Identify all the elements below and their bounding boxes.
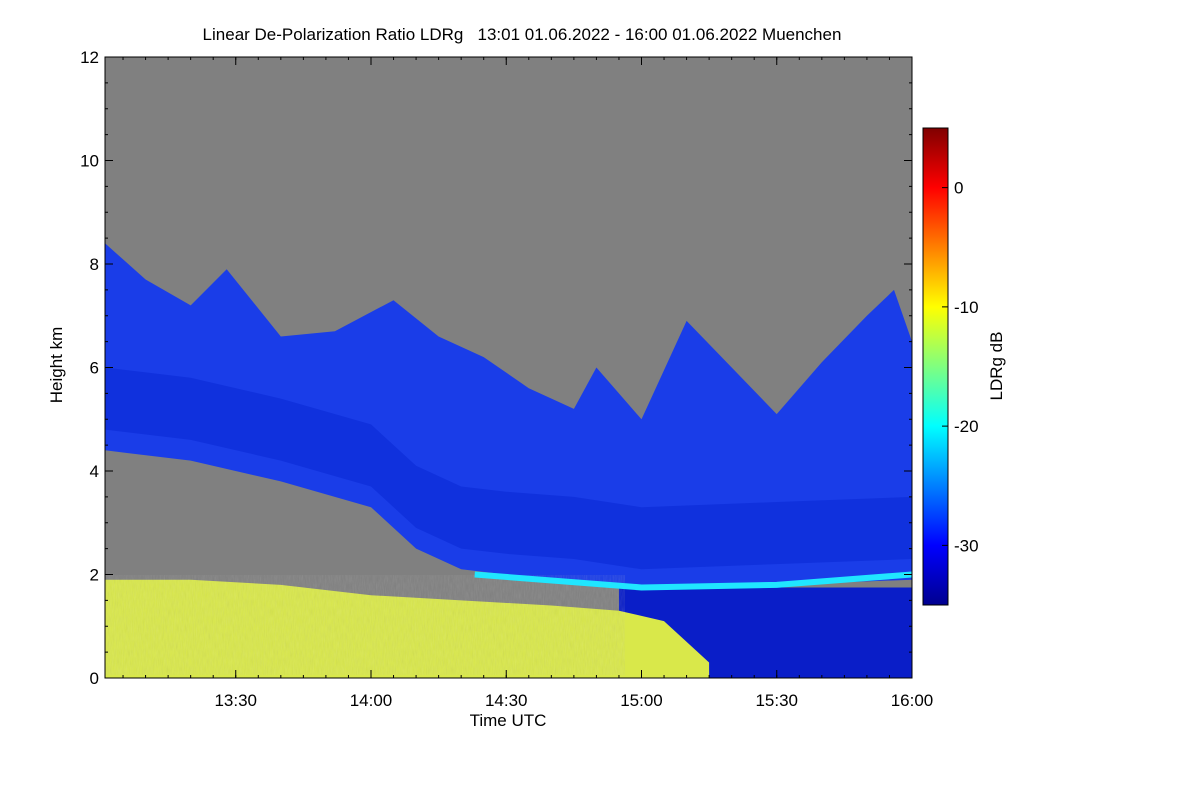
y-axis: 0 2 4 6 8 10 12 bbox=[80, 48, 912, 688]
colorbar-tick-label: -10 bbox=[954, 298, 979, 317]
x-tick-label: 13:30 bbox=[214, 691, 257, 710]
chart-title: Linear De-Polarization Ratio LDRg 13:01 … bbox=[203, 25, 842, 44]
y-tick-label: 8 bbox=[90, 255, 99, 274]
x-axis: 13:30 14:00 14:30 15:00 15:30 16:00 bbox=[122, 57, 934, 710]
x-axis-label: Time UTC bbox=[470, 711, 547, 730]
x-tick-label: 14:00 bbox=[350, 691, 393, 710]
colorbar-label: LDRg dB bbox=[987, 332, 1006, 401]
colorbar-tick-label: 0 bbox=[954, 179, 963, 198]
y-tick-label: 2 bbox=[90, 566, 99, 585]
liquid-cloud-layer bbox=[474, 571, 912, 591]
cirrus-cloud-region bbox=[105, 243, 912, 591]
colorbar: 0 -10 -20 -30 LDRg dB bbox=[922, 127, 1006, 606]
y-tick-label: 6 bbox=[90, 359, 99, 378]
colorbar-tick-label: -20 bbox=[954, 417, 979, 436]
x-tick-label: 14:30 bbox=[485, 691, 528, 710]
x-tick-label: 15:00 bbox=[620, 691, 663, 710]
x-tick-label: 15:30 bbox=[755, 691, 798, 710]
colorbar-ticks: 0 -10 -20 -30 bbox=[942, 179, 979, 555]
y-tick-label: 10 bbox=[80, 152, 99, 171]
y-tick-label: 0 bbox=[90, 669, 99, 688]
colorbar-gradient bbox=[922, 127, 949, 606]
y-tick-label: 12 bbox=[80, 48, 99, 67]
x-tick-label: 16:00 bbox=[891, 691, 934, 710]
y-axis-label: Height km bbox=[47, 327, 66, 404]
cirrus-cloud-core bbox=[105, 367, 912, 570]
y-tick-label: 4 bbox=[90, 462, 99, 481]
boundary-layer-noise bbox=[105, 575, 625, 675]
plot-area bbox=[105, 57, 912, 678]
colorbar-tick-label: -30 bbox=[954, 536, 979, 555]
